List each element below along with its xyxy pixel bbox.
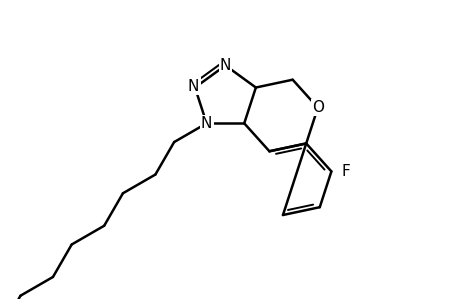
Text: O: O	[311, 100, 323, 115]
Text: F: F	[341, 164, 349, 179]
Text: N: N	[219, 58, 230, 73]
Text: N: N	[201, 116, 212, 131]
Text: N: N	[188, 79, 199, 94]
